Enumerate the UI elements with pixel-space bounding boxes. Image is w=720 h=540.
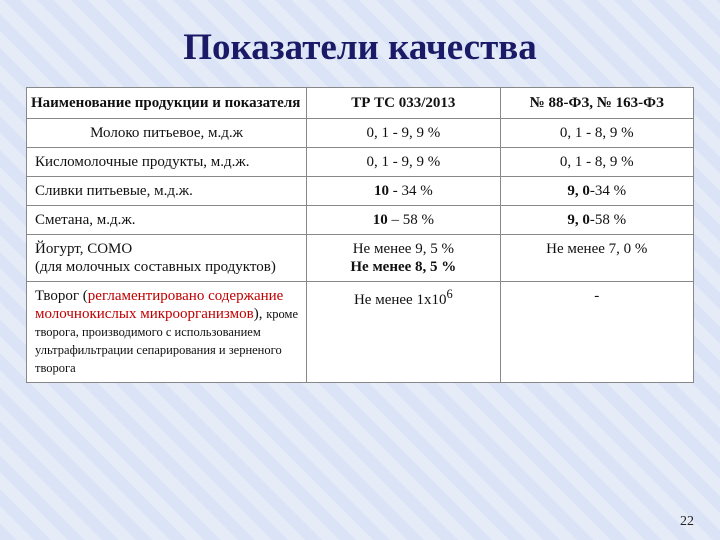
cell-v1: 0, 1 - 9, 9 %: [307, 119, 500, 148]
cell-v1: 10 – 58 %: [307, 206, 500, 235]
table-row: Кисломолочные продукты, м.д.ж. 0, 1 - 9,…: [27, 148, 694, 177]
col-header-name: Наименование продукции и показателя: [27, 88, 307, 119]
cell-v2: -: [500, 282, 693, 383]
rest-part: -58 %: [590, 212, 626, 228]
bold-part: 9, 0: [567, 183, 590, 199]
table-header-row: Наименование продукции и показателя ТР Т…: [27, 88, 694, 119]
cell-name: Молоко питьевое, м.д.ж: [27, 119, 307, 148]
cell-v2: 0, 1 - 8, 9 %: [500, 148, 693, 177]
cell-v1: 10 - 34 %: [307, 177, 500, 206]
quality-table: Наименование продукции и показателя ТР Т…: [26, 87, 694, 383]
rest-part: - 34 %: [389, 183, 433, 199]
cell-v1: 0, 1 - 9, 9 %: [307, 148, 500, 177]
cell-name: Йогурт, СОМО (для молочных составных про…: [27, 235, 307, 282]
table-row: Сметана, м.д.ж. 10 – 58 % 9, 0-58 %: [27, 206, 694, 235]
table-row: Творог (регламентировано содержание моло…: [27, 282, 694, 383]
v1-line1: Не менее 9, 5 %: [353, 241, 454, 257]
cell-v2: 0, 1 - 8, 9 %: [500, 119, 693, 148]
bold-part: 9, 0: [567, 212, 590, 228]
cell-name: Кисломолочные продукты, м.д.ж.: [27, 148, 307, 177]
cell-v1: Не менее 1х106: [307, 282, 500, 383]
cell-v2: Не менее 7, 0 %: [500, 235, 693, 282]
table-row: Сливки питьевые, м.д.ж. 10 - 34 % 9, 0-3…: [27, 177, 694, 206]
table-row: Йогурт, СОМО (для молочных составных про…: [27, 235, 694, 282]
rest-part: – 58 %: [388, 212, 434, 228]
rest-part: -34 %: [590, 183, 626, 199]
col-header-tr: ТР ТС 033/2013: [307, 88, 500, 119]
cell-v1: Не менее 9, 5 % Не менее 8, 5 %: [307, 235, 500, 282]
v1-pre: Не менее 1х10: [354, 292, 446, 308]
slide-number: 22: [680, 514, 694, 530]
page-title: Показатели качества: [26, 26, 694, 69]
cell-name: Сливки питьевые, м.д.ж.: [27, 177, 307, 206]
cell-v2: 9, 0-58 %: [500, 206, 693, 235]
name-line2: (для молочных составных продуктов): [35, 259, 276, 275]
v1-line2: Не менее 8, 5 %: [350, 259, 456, 275]
bold-part: 10: [374, 183, 389, 199]
v1-sup: 6: [446, 287, 452, 301]
name-part-a: Творог (: [35, 288, 88, 304]
bold-part: 10: [373, 212, 388, 228]
table-row: Молоко питьевое, м.д.ж 0, 1 - 9, 9 % 0, …: [27, 119, 694, 148]
name-line1: Йогурт, СОМО: [35, 241, 132, 257]
slide-content: Показатели качества Наименование продукц…: [0, 0, 720, 540]
cell-name: Творог (регламентировано содержание моло…: [27, 282, 307, 383]
cell-name: Сметана, м.д.ж.: [27, 206, 307, 235]
col-header-fz: № 88-ФЗ, № 163-ФЗ: [500, 88, 693, 119]
cell-v2: 9, 0-34 %: [500, 177, 693, 206]
name-part-b: ),: [254, 306, 267, 322]
